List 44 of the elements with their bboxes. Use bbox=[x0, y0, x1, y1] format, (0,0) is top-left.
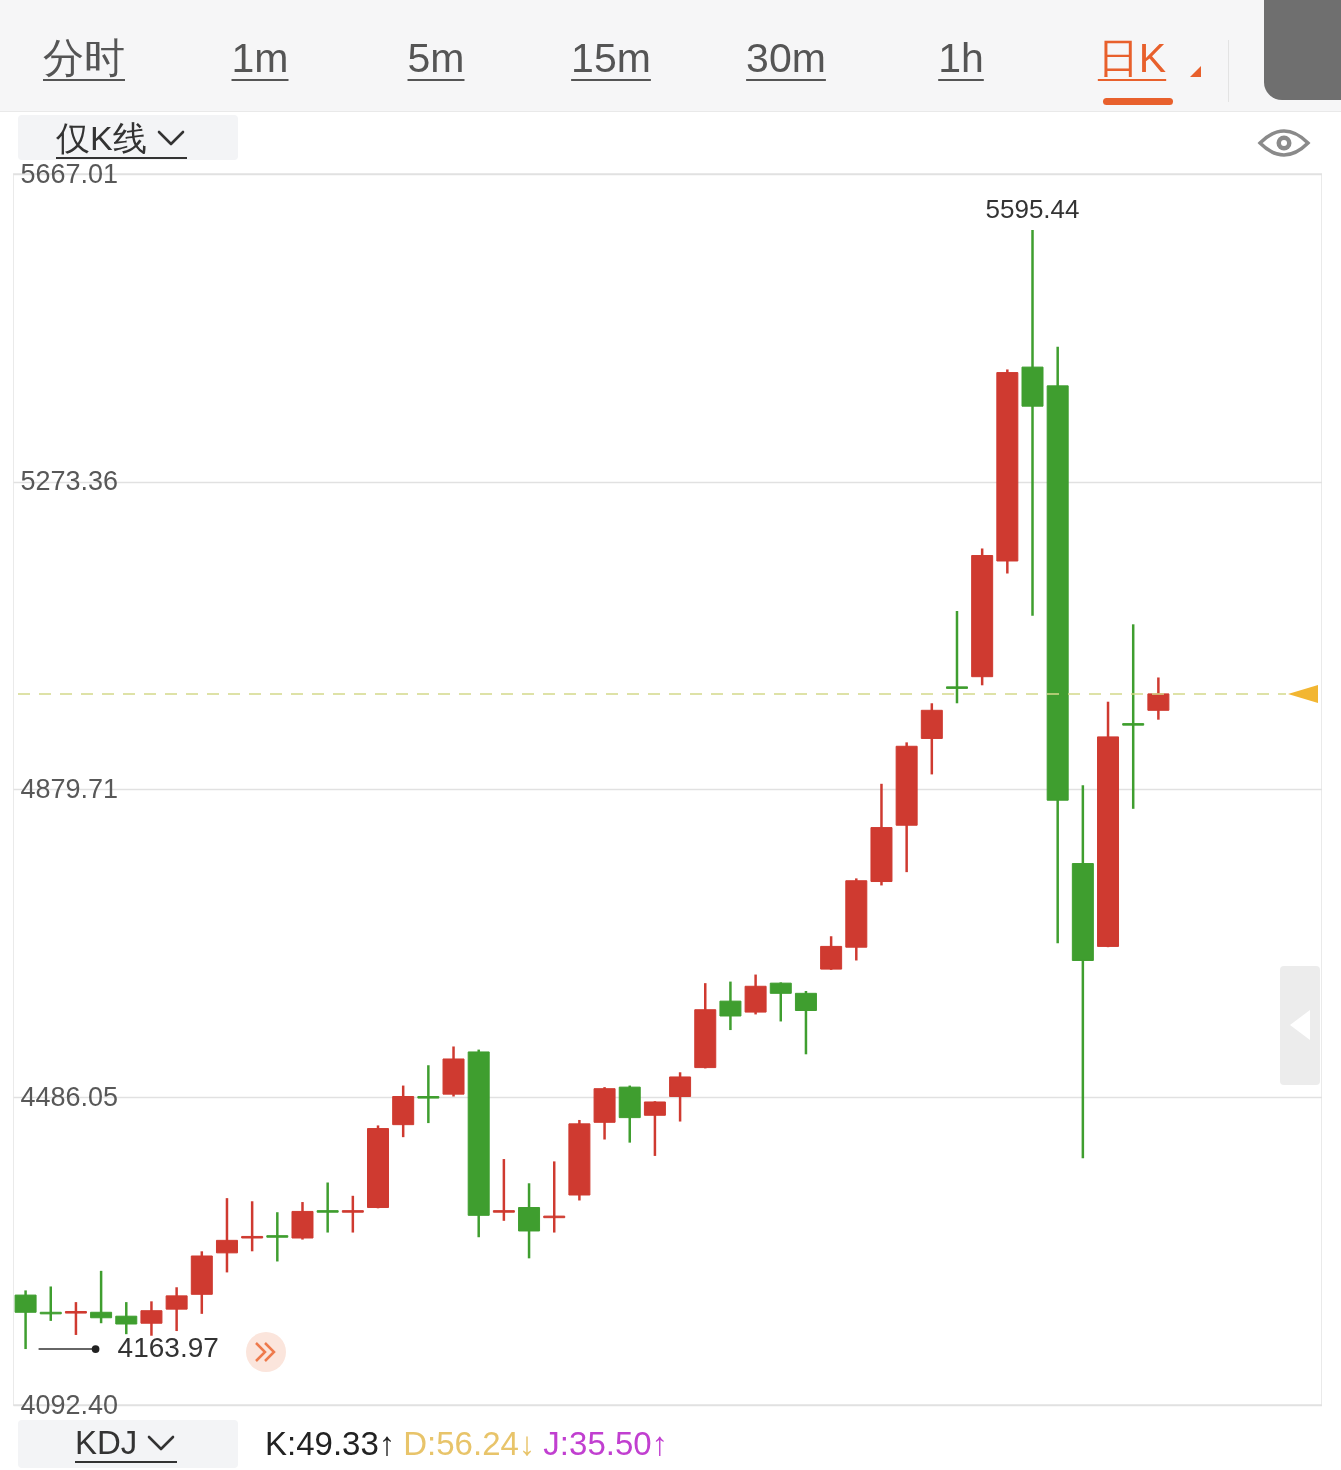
candlestick bbox=[1021, 228, 1044, 617]
candlestick bbox=[90, 1269, 113, 1325]
text: J:35.50↑ bbox=[543, 1424, 669, 1464]
candlestick bbox=[820, 934, 843, 972]
text: 分时 bbox=[43, 34, 125, 83]
text: 日K bbox=[1097, 34, 1167, 83]
candlestick bbox=[64, 1300, 87, 1337]
candlestick bbox=[316, 1181, 339, 1234]
candlestick bbox=[341, 1194, 364, 1234]
text: 1m bbox=[231, 34, 289, 83]
annotation: 5595.44 bbox=[985, 193, 1080, 224]
candlestick bbox=[215, 1196, 238, 1274]
candlestick bbox=[140, 1300, 163, 1337]
candlestick bbox=[643, 1099, 666, 1158]
annotation: 4163.97 bbox=[117, 1332, 219, 1364]
candlestick bbox=[794, 989, 817, 1056]
text: K:49.33↑ bbox=[265, 1424, 396, 1464]
candlestick bbox=[518, 1182, 541, 1260]
candlestick bbox=[417, 1063, 440, 1125]
y-tick-label: 5273.36 bbox=[20, 466, 119, 497]
candlestick bbox=[165, 1286, 188, 1333]
text: D:56.24↓ bbox=[403, 1424, 536, 1464]
y-tick-label: 5667.01 bbox=[20, 158, 119, 189]
candlestick bbox=[266, 1210, 289, 1263]
text: 仅K线 bbox=[56, 119, 147, 157]
candlestick bbox=[543, 1160, 566, 1234]
candlestick bbox=[241, 1200, 264, 1253]
text: 1h bbox=[938, 34, 984, 83]
text: 15m bbox=[571, 34, 651, 83]
candlestick bbox=[769, 981, 792, 1023]
candlestick bbox=[1147, 676, 1170, 721]
candlestick bbox=[14, 1289, 37, 1351]
y-tick-label: 4486.05 bbox=[20, 1081, 119, 1112]
y-tick-label: 4092.40 bbox=[20, 1389, 119, 1420]
text: KDJ bbox=[75, 1424, 138, 1461]
candlestick bbox=[719, 980, 742, 1032]
candlestick bbox=[492, 1157, 515, 1223]
candlestick bbox=[1122, 623, 1145, 811]
y-tick-label: 4879.71 bbox=[20, 774, 119, 804]
candlestick bbox=[115, 1300, 138, 1336]
candlestick bbox=[945, 609, 968, 705]
candlestick bbox=[669, 1071, 692, 1123]
text: 30m bbox=[746, 34, 826, 83]
text: 5m bbox=[407, 34, 465, 83]
